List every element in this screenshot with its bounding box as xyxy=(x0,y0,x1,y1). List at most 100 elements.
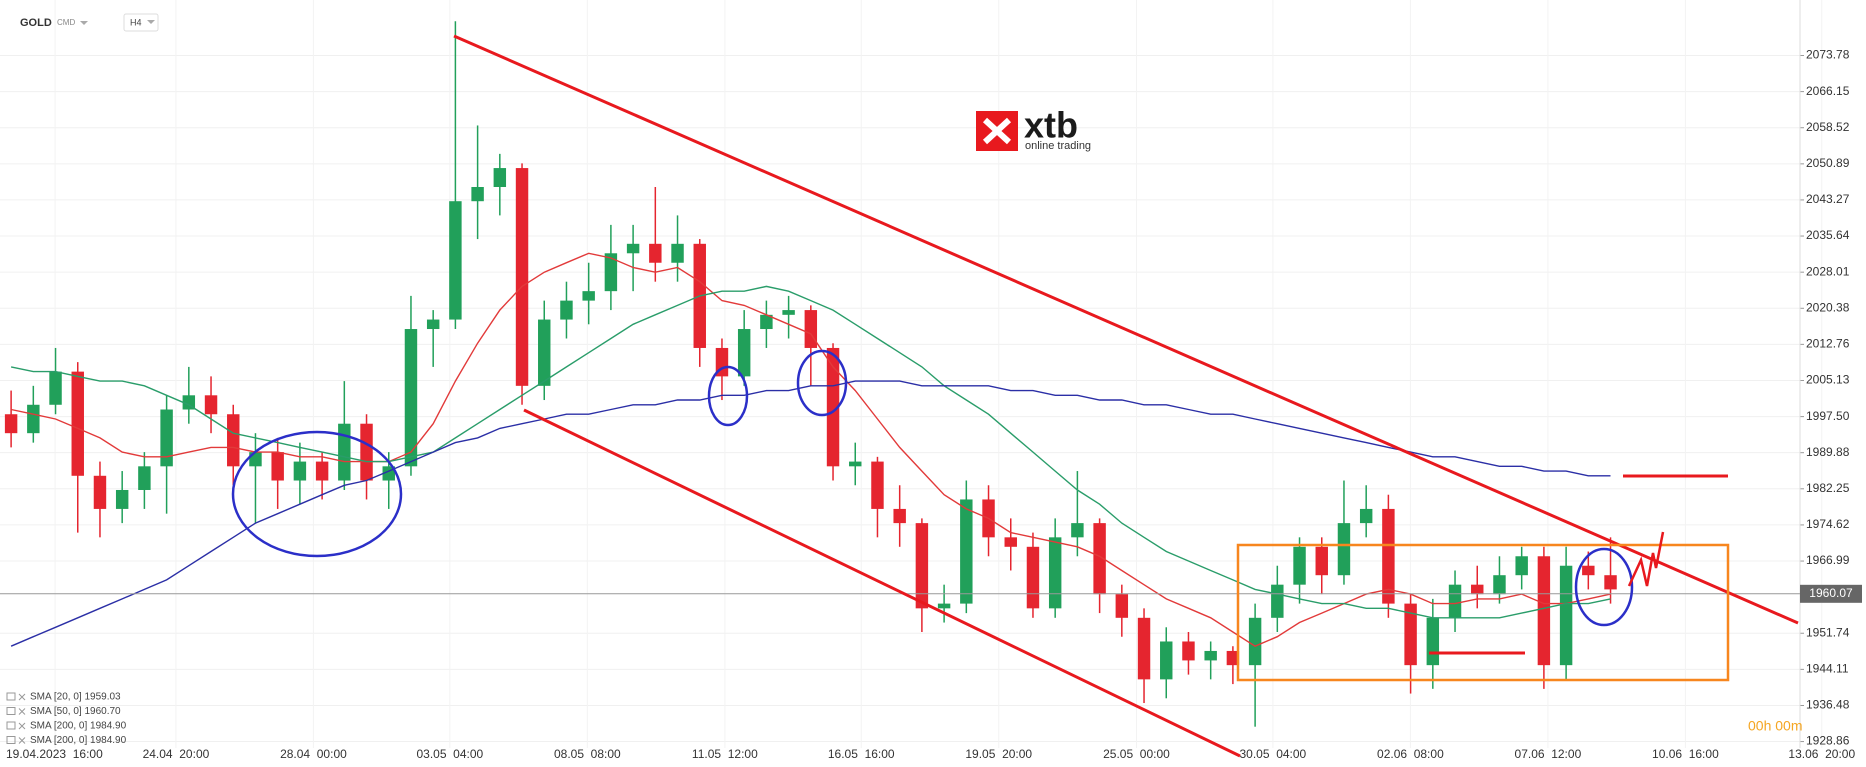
y-tick-label: 1997.50 xyxy=(1806,409,1850,423)
candle-body xyxy=(115,489,129,509)
candle-body xyxy=(49,371,62,405)
x-tick-label: 30.05 04:00 xyxy=(1240,747,1307,761)
candle-body xyxy=(1115,594,1129,618)
candle-body xyxy=(1293,546,1306,585)
candle-body xyxy=(937,603,951,609)
candle-body xyxy=(426,319,440,330)
plot xyxy=(0,21,1800,727)
candle-body xyxy=(315,461,329,481)
candle-body xyxy=(1537,556,1551,666)
candle-body xyxy=(626,243,640,254)
legend-close xyxy=(18,737,26,744)
candle-body xyxy=(1026,546,1040,609)
countdown: 00h 00m xyxy=(1748,718,1802,734)
candle-body xyxy=(1559,565,1573,666)
candle-body xyxy=(1448,584,1462,618)
legend-label: SMA [20, 0] 1959.03 xyxy=(30,692,121,703)
y-tick-label: 1982.25 xyxy=(1806,481,1850,495)
candle-body xyxy=(1160,641,1173,680)
x-tick-label: 03.05 04:00 xyxy=(416,747,483,761)
legend-icon xyxy=(6,736,16,744)
candle-body xyxy=(671,243,684,263)
candle-body xyxy=(1426,617,1440,666)
candle-body xyxy=(4,414,18,434)
price-tag-label: 1960.07 xyxy=(1809,586,1853,600)
y-tick-label: 2058.52 xyxy=(1806,120,1850,134)
ellipse xyxy=(231,430,403,558)
y-tick-label: 1936.48 xyxy=(1806,698,1850,712)
x-tick-label: 10.06 16:00 xyxy=(1652,747,1719,761)
candle-body xyxy=(1271,584,1284,618)
logo-text: xtb xyxy=(1024,105,1078,146)
candle-body xyxy=(1582,565,1595,576)
x-tick-label: 28.04 00:00 xyxy=(280,747,347,761)
legend-label: SMA [200, 0] 1984.90 xyxy=(30,721,127,732)
interval[interactable]: H4 xyxy=(130,17,142,27)
ellipse xyxy=(796,349,848,417)
candle-body xyxy=(160,409,173,467)
candle-body xyxy=(1048,537,1062,609)
candle-body xyxy=(1226,650,1240,666)
legend-close xyxy=(18,722,26,730)
ellipse xyxy=(1574,547,1634,627)
symbol[interactable]: GOLD xyxy=(20,17,52,29)
candle-body xyxy=(782,310,795,315)
legend-icon xyxy=(6,692,16,701)
ellipse xyxy=(707,365,749,427)
candle-body xyxy=(271,452,284,481)
x-tick-label: 24.04 20:00 xyxy=(143,747,210,761)
candle-body xyxy=(1315,546,1328,576)
candle-body xyxy=(893,508,906,524)
legend-icon xyxy=(6,707,16,715)
candle-body xyxy=(1004,537,1017,547)
y-tick-label: 2066.15 xyxy=(1806,84,1850,98)
candle-body xyxy=(227,414,240,467)
candle-body xyxy=(293,461,307,481)
candle-body xyxy=(1604,575,1617,590)
y-tick-label: 2012.76 xyxy=(1806,337,1850,351)
candle-body xyxy=(449,201,462,320)
candle-body xyxy=(871,461,884,509)
candle-body xyxy=(1137,617,1151,680)
candle-body xyxy=(1071,523,1084,538)
legend-label: SMA [50, 0] 1960.70 xyxy=(30,706,121,717)
candle-body xyxy=(471,187,484,202)
drawings xyxy=(231,34,1799,758)
candle-body xyxy=(93,475,107,509)
market: CMD xyxy=(57,18,75,27)
candle-body xyxy=(515,168,529,386)
x-tick-label: 11.05 12:00 xyxy=(692,747,758,761)
candle-body xyxy=(204,395,218,415)
candle-body xyxy=(360,423,373,481)
trend-line xyxy=(453,34,1799,625)
legend-icon xyxy=(6,721,16,730)
x-tick-label: 16.05 16:00 xyxy=(828,747,895,761)
logo-x xyxy=(982,117,1012,145)
logo-tagline: online trading xyxy=(1025,140,1091,152)
legend: SMA [20, 0] 1959.03 SMA [50, 0] 1960.70 SM… xyxy=(6,692,127,746)
y-tick-label: 1944.11 xyxy=(1806,662,1849,676)
candle-body xyxy=(1204,650,1217,661)
x-tick-label: 13.06 20:00 xyxy=(1788,747,1855,761)
y-tick-label: 1951.74 xyxy=(1806,625,1850,639)
candle-body xyxy=(1248,617,1262,666)
dropdown-arrow[interactable] xyxy=(147,20,155,24)
price-tag xyxy=(1800,584,1862,603)
candle-body xyxy=(493,168,507,187)
candle-body xyxy=(1515,556,1528,576)
candle-body xyxy=(915,523,929,609)
y-tick-label: 2005.13 xyxy=(1806,373,1850,387)
y-tick-label: 2043.27 xyxy=(1806,192,1850,206)
dropdown-arrow[interactable] xyxy=(80,21,88,25)
interval-box[interactable] xyxy=(123,13,159,32)
x-tick-label: 07.06 12:00 xyxy=(1515,747,1582,761)
legend-label: SMA [200, 0] 1984.90 xyxy=(30,735,127,746)
y-tick-label: 2050.89 xyxy=(1806,156,1850,170)
sma-line xyxy=(10,380,1611,647)
y-tick-label: 1974.62 xyxy=(1806,517,1850,531)
candle-body xyxy=(182,395,196,410)
y-tick-label: 2073.78 xyxy=(1806,48,1850,62)
range-box xyxy=(1236,543,1730,682)
candle-body xyxy=(404,329,418,467)
